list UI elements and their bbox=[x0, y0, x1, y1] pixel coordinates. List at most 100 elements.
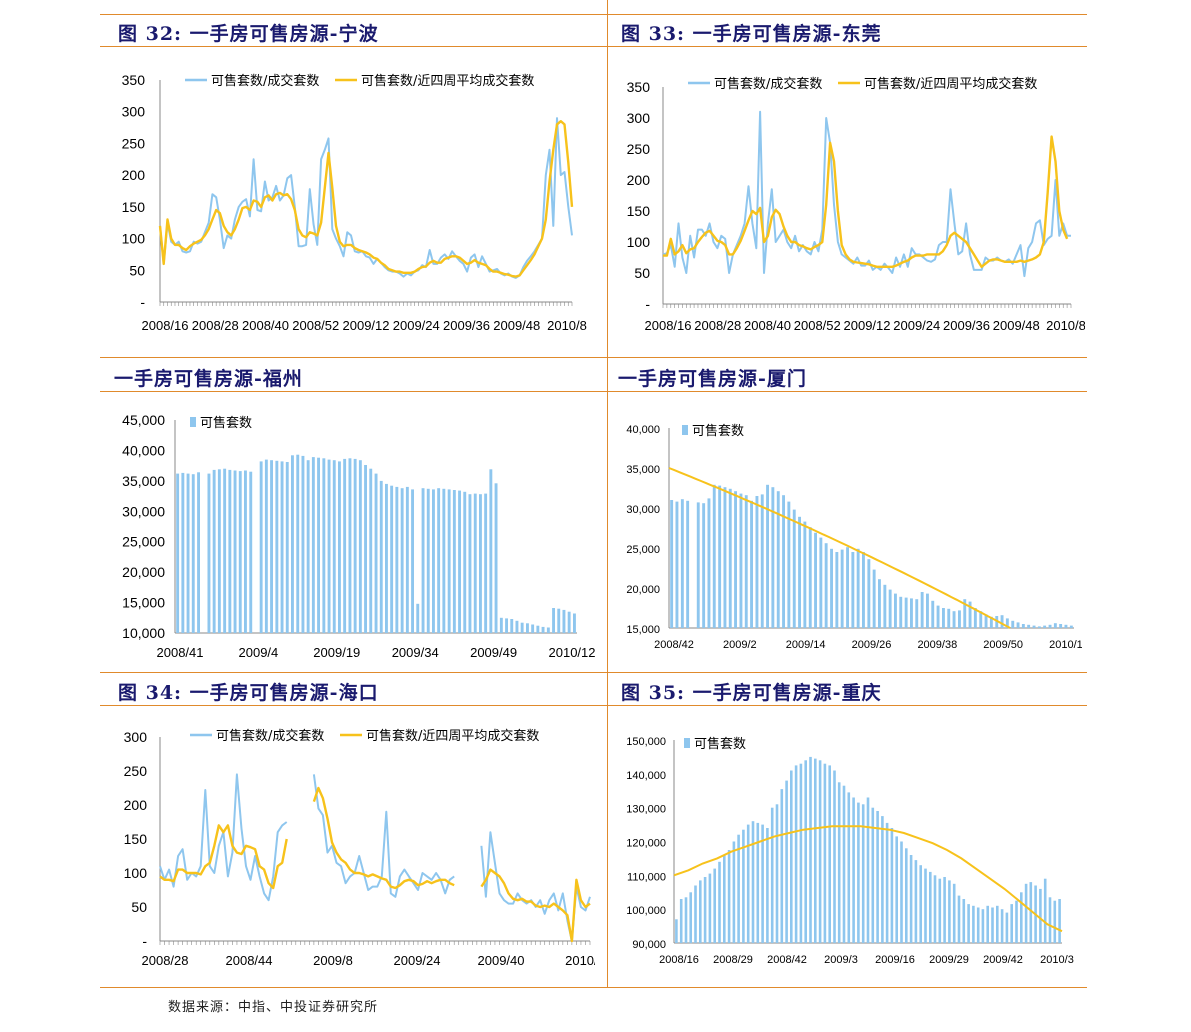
bar bbox=[322, 458, 326, 633]
y-tick-label: 350 bbox=[122, 72, 146, 88]
bar bbox=[996, 905, 999, 943]
y-tick-label: 200 bbox=[122, 167, 146, 183]
chart-fuzhou-svg: 45,000 40,000 35,000 30,000 25,000 20,000 15,0… bbox=[122, 412, 595, 660]
bar bbox=[856, 548, 860, 628]
bar bbox=[885, 822, 889, 943]
x-tick-label: 2008/42 bbox=[767, 954, 807, 966]
bar bbox=[411, 489, 414, 633]
bar bbox=[968, 601, 972, 628]
y-tick-label: 250 bbox=[627, 141, 651, 157]
y-tick-label: 250 bbox=[122, 135, 146, 151]
bar bbox=[1048, 624, 1052, 628]
bar bbox=[713, 868, 716, 943]
bar bbox=[447, 489, 451, 633]
x-tick-label: 2008/28 bbox=[192, 318, 239, 333]
bar bbox=[696, 502, 700, 628]
chart-xiamen: 40,000 35,000 30,000 25,000 20,000 15,000 2008… bbox=[612, 412, 1082, 662]
bar bbox=[792, 509, 796, 628]
bar bbox=[458, 490, 461, 633]
bar bbox=[1021, 624, 1025, 628]
bar bbox=[846, 547, 849, 628]
bar bbox=[1005, 618, 1009, 628]
bar bbox=[1027, 624, 1031, 628]
y-tick-label: 200 bbox=[124, 797, 148, 813]
x-tick-label: 2009/24 bbox=[393, 318, 440, 333]
x-tick-label: 2008/44 bbox=[226, 953, 273, 968]
bar bbox=[494, 483, 498, 633]
bar bbox=[852, 797, 855, 943]
x-tick-label: 2008/40 bbox=[242, 318, 289, 333]
bar bbox=[794, 765, 798, 943]
bar bbox=[416, 603, 420, 633]
x-tick-label: 2010/3 bbox=[1040, 954, 1074, 966]
bar bbox=[473, 493, 477, 633]
bar bbox=[894, 593, 897, 628]
chart-title-haikou: 图 34: 一手房可售房源-海口 bbox=[118, 682, 379, 704]
bar bbox=[920, 592, 924, 628]
legend-label: 可售套数/近四周平均成交套数 bbox=[366, 728, 539, 744]
bar bbox=[223, 468, 227, 633]
bar bbox=[285, 462, 289, 633]
bar bbox=[737, 834, 740, 943]
chart-chongqing: 150,000 140,000 130,000 120,000 110,000 100,0… bbox=[612, 725, 1082, 970]
bar bbox=[694, 885, 697, 943]
bar bbox=[348, 458, 352, 633]
bar bbox=[390, 485, 394, 633]
bar bbox=[484, 493, 488, 633]
bar bbox=[871, 807, 875, 943]
x-tick-label: 2009/14 bbox=[786, 639, 826, 651]
bar bbox=[317, 457, 320, 633]
bar bbox=[947, 608, 951, 628]
x-tick-label: 2009/29 bbox=[929, 954, 969, 966]
bar bbox=[798, 516, 801, 628]
bar bbox=[301, 455, 305, 633]
bar bbox=[775, 804, 779, 943]
chart-chongqing-svg: 150,000 140,000 130,000 120,000 110,000 100,0… bbox=[626, 736, 1074, 966]
bar bbox=[452, 490, 456, 633]
bar bbox=[707, 498, 711, 628]
trend-line bbox=[673, 825, 1063, 933]
bar bbox=[1020, 892, 1023, 944]
bar bbox=[861, 804, 865, 943]
series-line-avg4w bbox=[312, 786, 455, 890]
bar bbox=[1000, 615, 1004, 628]
y-tick-label: 25,000 bbox=[122, 534, 165, 550]
bar bbox=[197, 472, 200, 633]
x-tick-label: 2009/12 bbox=[343, 318, 390, 333]
chart-title-dongguan: 图 33: 一手房可售房源-东莞 bbox=[621, 23, 882, 45]
legend-label: 可售套数 bbox=[200, 415, 252, 431]
bar bbox=[732, 841, 736, 943]
bar bbox=[1058, 899, 1061, 943]
bar bbox=[942, 608, 945, 628]
y-tick-label: 200 bbox=[627, 172, 651, 188]
bar bbox=[358, 460, 362, 633]
bar bbox=[952, 611, 956, 628]
bar bbox=[1000, 909, 1004, 943]
bar bbox=[249, 471, 253, 633]
bar bbox=[699, 880, 702, 943]
bar bbox=[931, 600, 935, 628]
x-tick-label: 2008/28 bbox=[142, 953, 189, 968]
x-tick-label: 2009/42 bbox=[983, 954, 1023, 966]
bar bbox=[686, 500, 690, 628]
bar bbox=[989, 616, 993, 628]
bar bbox=[573, 613, 576, 633]
bar bbox=[1064, 624, 1068, 628]
x-tick-label: 2008/42 bbox=[654, 639, 694, 651]
bar bbox=[862, 552, 865, 628]
y-tick-label: 100 bbox=[124, 865, 148, 881]
bar bbox=[1011, 620, 1015, 628]
y-tick-label: 50 bbox=[131, 899, 147, 915]
y-tick-label: 45,000 bbox=[122, 412, 165, 428]
chart-title-xiamen: 一手房可售房源-厦门 bbox=[618, 368, 807, 390]
x-tick-label: 2009/36 bbox=[943, 318, 990, 333]
bar bbox=[1016, 622, 1020, 628]
chart-fuzhou: 45,000 40,000 35,000 30,000 25,000 20,000 15,0… bbox=[105, 400, 600, 665]
bar bbox=[866, 797, 870, 943]
bar bbox=[1005, 912, 1009, 943]
bar bbox=[531, 624, 535, 633]
bar bbox=[814, 532, 817, 628]
bar bbox=[979, 611, 983, 628]
bar bbox=[943, 877, 946, 943]
